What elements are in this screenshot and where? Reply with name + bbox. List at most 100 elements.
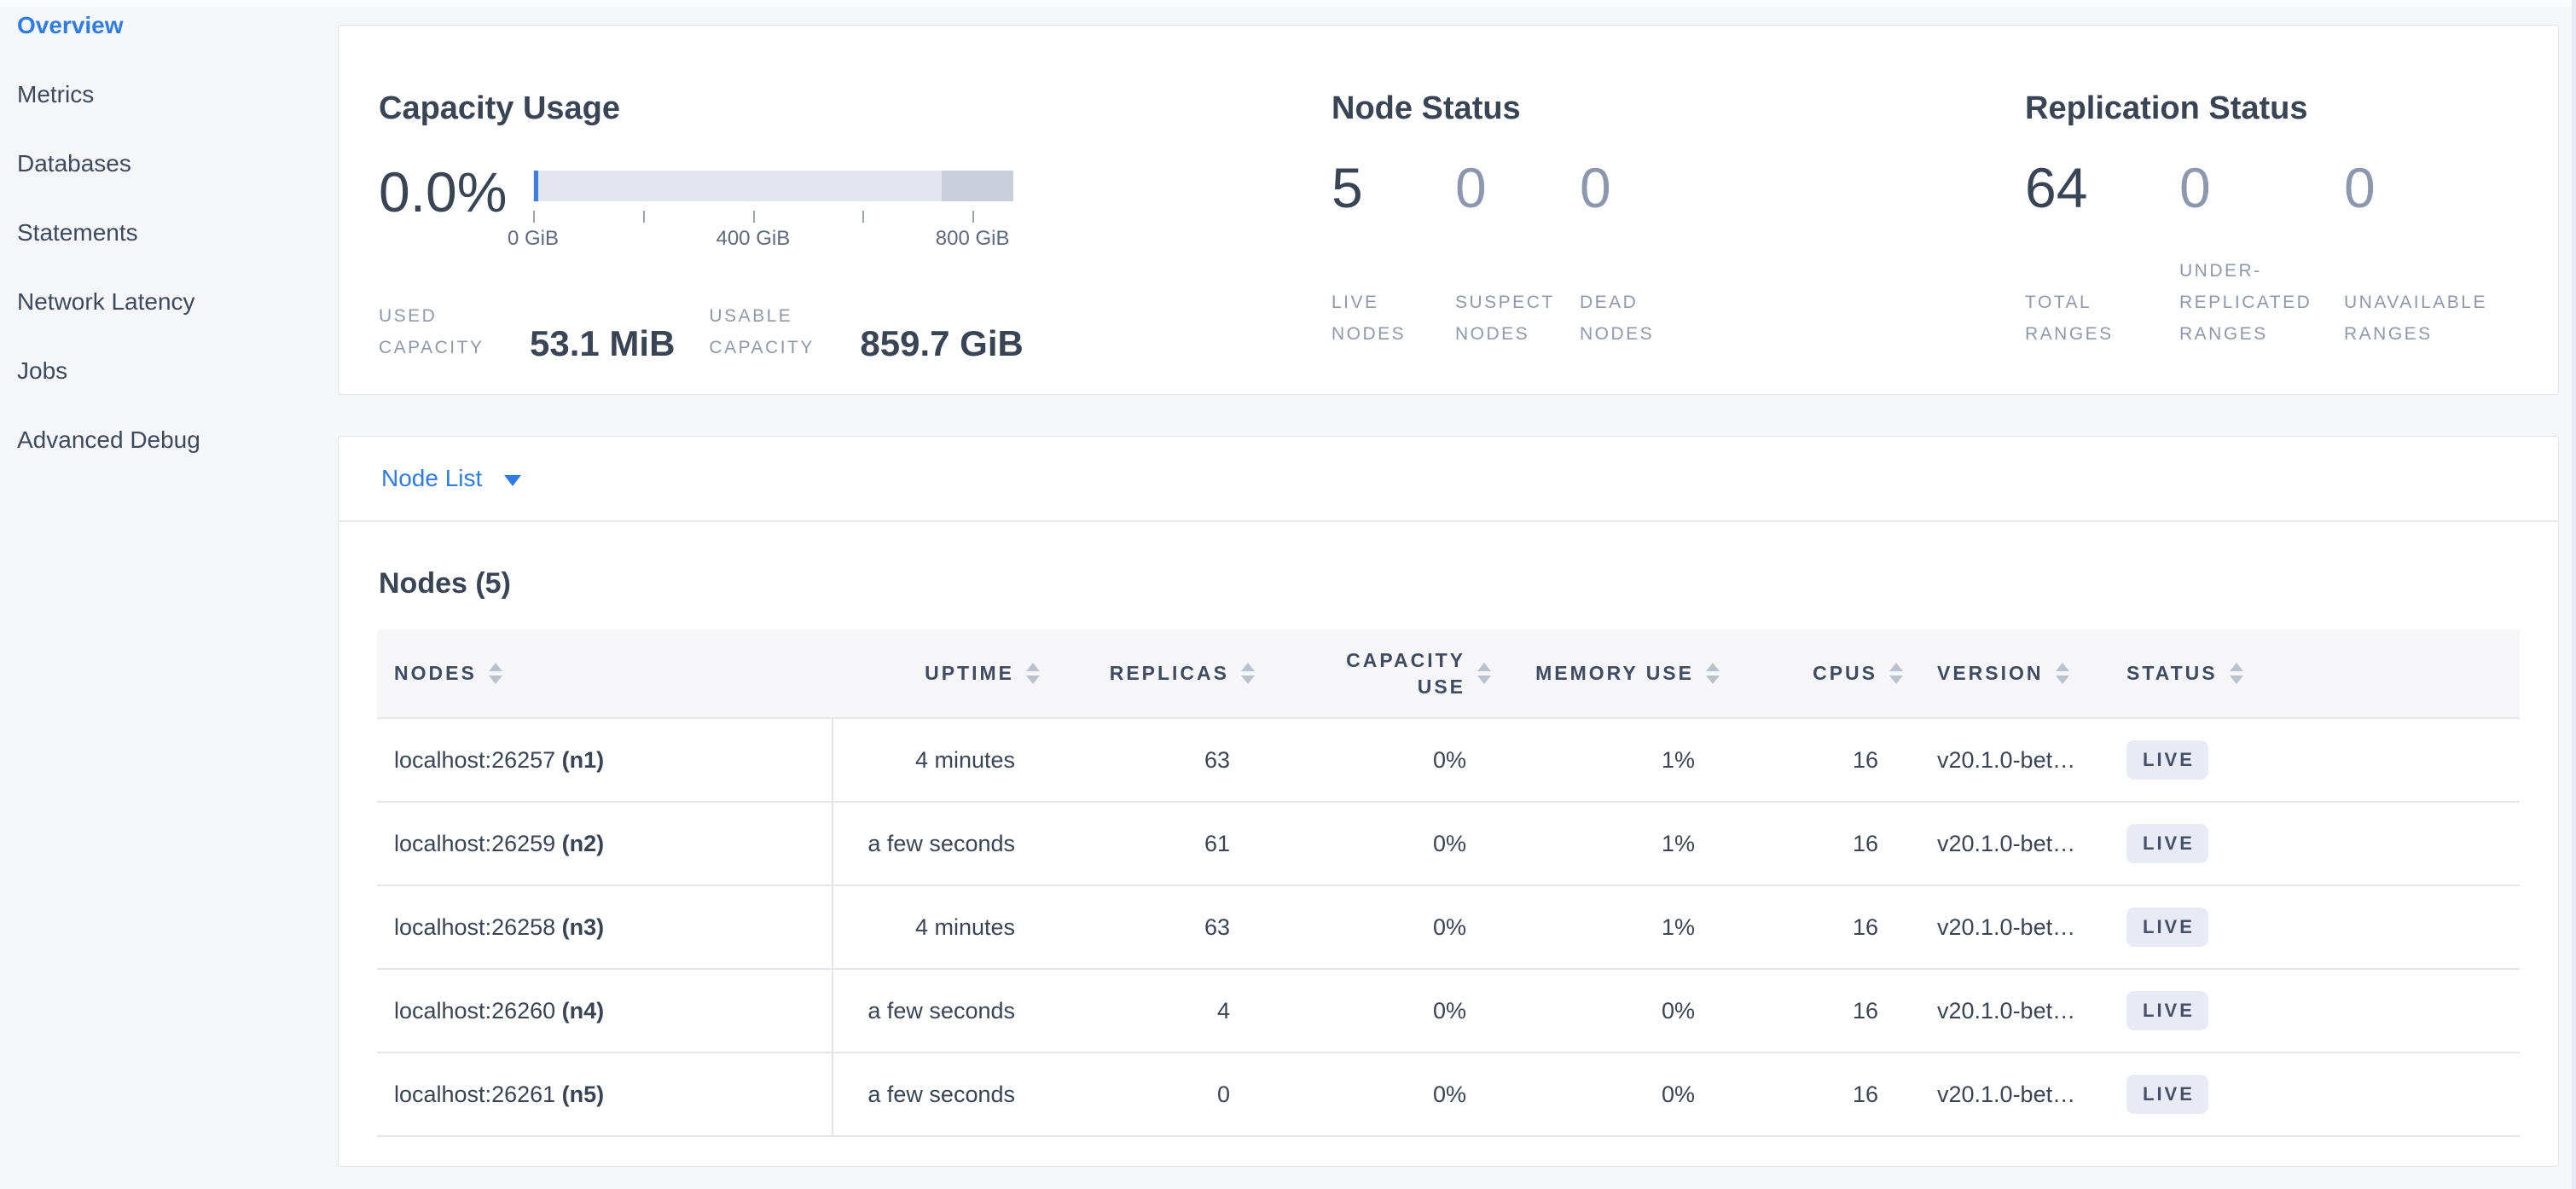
capacity-usage-title: Capacity Usage — [379, 90, 621, 126]
capacity-use-cell: 0% — [1265, 885, 1501, 970]
column-header-version[interactable]: VERSION — [1913, 629, 2109, 719]
uptime-cell: a few seconds — [833, 1053, 1050, 1137]
sort-icon — [2229, 663, 2243, 684]
column-header-memory_use[interactable]: MEMORY USE — [1501, 629, 1730, 719]
column-header-nodes[interactable]: NODES — [377, 629, 833, 719]
node-address: localhost:26260 — [394, 997, 556, 1024]
sidebar-item-databases[interactable]: Databases — [0, 138, 338, 189]
main-content: Capacity Usage 0.0% 0 GiB 400 GiB 800 GiB … — [338, 0, 2576, 1167]
axis-tick-label: 0 GiB — [507, 227, 560, 250]
status-badge: LIVE — [2126, 1075, 2208, 1114]
column-label: MEMORY USE — [1535, 662, 1694, 684]
table-row-node-4: localhost:26260 (n4) a few seconds 4 0% 0% 16… — [377, 969, 2520, 1053]
dropdown-caret-icon — [504, 475, 522, 486]
usable-capacity-label: USABLE CAPACITY — [709, 306, 815, 357]
version-cell: v20.1.0-bet… — [1913, 969, 2109, 1053]
column-label: CPUS — [1813, 662, 1877, 684]
sidebar-item-overview[interactable]: Overview — [0, 0, 338, 51]
sort-icon — [1706, 663, 1720, 684]
axis-tick — [972, 211, 975, 223]
version-cell: v20.1.0-bet… — [1913, 802, 2109, 886]
used-capacity-label: USED CAPACITY — [379, 306, 484, 357]
node-id: (n3) — [561, 914, 605, 940]
stat-label: UNAVAILABLE RANGES — [2344, 293, 2487, 344]
stat-total-ranges: 64 TOTAL RANGES — [2025, 154, 2179, 350]
sidebar-item-jobs[interactable]: Jobs — [0, 345, 338, 397]
node-address-cell[interactable]: localhost:26261 (n5) — [377, 1053, 833, 1137]
cpus-cell: 16 — [1730, 802, 1913, 886]
node-id: (n4) — [561, 997, 605, 1024]
sidebar-item-advanced-debug[interactable]: Advanced Debug — [0, 415, 338, 466]
status-badge: LIVE — [2126, 991, 2208, 1030]
column-header-capacity_use[interactable]: CAPACITY USE — [1265, 629, 1501, 719]
column-header-status[interactable]: STATUS — [2109, 629, 2520, 719]
column-header-uptime[interactable]: UPTIME — [833, 629, 1050, 719]
node-address-cell[interactable]: localhost:26260 (n4) — [377, 969, 833, 1053]
cpus-cell: 16 — [1730, 1053, 1913, 1137]
sidebar-item-network-latency[interactable]: Network Latency — [0, 276, 338, 328]
sidebar-item-label: Advanced Debug — [17, 426, 200, 453]
node-address-cell[interactable]: localhost:26258 (n3) — [377, 885, 833, 970]
node-address-cell[interactable]: localhost:26259 (n2) — [377, 802, 833, 886]
node-list-dropdown[interactable]: Node List — [339, 437, 2558, 522]
stat-under-replicated-ranges: 0 UNDER-REPLICATED RANGES — [2179, 154, 2344, 350]
sort-icon — [1241, 663, 1255, 684]
column-header-cpus[interactable]: CPUS — [1730, 629, 1913, 719]
replicas-cell: 61 — [1050, 802, 1265, 886]
sidebar-item-label: Statements — [17, 219, 138, 246]
sidebar-nav: Overview Metrics Databases Statements Networ… — [0, 0, 338, 1167]
memory-use-cell: 1% — [1501, 718, 1730, 803]
stat-label: SUSPECT NODES — [1455, 293, 1555, 344]
replicas-cell: 0 — [1050, 1053, 1265, 1137]
sidebar-item-label: Metrics — [17, 81, 95, 107]
node-address-cell[interactable]: localhost:26257 (n1) — [377, 718, 833, 803]
stat-suspect-nodes: 0 SUSPECT NODES — [1455, 154, 1580, 350]
sidebar-item-label: Jobs — [17, 357, 68, 384]
capacity-bar-track — [533, 171, 1013, 201]
capacity-percent-value: 0.0% — [379, 160, 508, 223]
sidebar-item-label: Databases — [17, 150, 131, 177]
axis-tick — [642, 211, 645, 223]
nodes-table: NODES UPTIME REPLICAS CAPACITY USE MEMORY US… — [377, 629, 2520, 1137]
capacity-use-cell: 0% — [1265, 802, 1501, 886]
uptime-cell: 4 minutes — [833, 885, 1050, 970]
stat-live-nodes: 5 LIVE NODES — [1332, 154, 1455, 350]
sort-icon — [2055, 663, 2069, 684]
stat-value: 0 — [1455, 156, 1487, 219]
version-cell: v20.1.0-bet… — [1913, 1053, 2109, 1137]
node-address: localhost:26258 — [394, 914, 556, 940]
stat-label: LIVE NODES — [1332, 293, 1407, 344]
memory-use-cell: 0% — [1501, 1053, 1730, 1137]
status-cell: LIVE — [2109, 718, 2520, 803]
node-status-stats: 5 LIVE NODES 0 SUSPECT NODES 0 DEAD NODES — [1332, 154, 2025, 350]
column-label: NODES — [394, 662, 477, 684]
column-header-replicas[interactable]: REPLICAS — [1050, 629, 1265, 719]
node-id: (n2) — [561, 830, 605, 856]
sidebar-item-label: Overview — [17, 12, 124, 38]
used-capacity-value: 53.1 MiB — [530, 323, 676, 363]
sort-icon — [1026, 663, 1040, 684]
capacity-use-cell: 0% — [1265, 1053, 1501, 1137]
sidebar-item-metrics[interactable]: Metrics — [0, 69, 338, 120]
capacity-usage-panel: Capacity Usage 0.0% 0 GiB 400 GiB 800 GiB … — [339, 26, 1332, 394]
stat-label: DEAD NODES — [1580, 293, 1655, 344]
stat-unavailable-ranges: 0 UNAVAILABLE RANGES — [2344, 154, 2527, 350]
cpus-cell: 16 — [1730, 718, 1913, 803]
replication-status-stats: 64 TOTAL RANGES 0 UNDER-REPLICATED RANGES 0 U… — [2025, 154, 2558, 350]
version-cell: v20.1.0-bet… — [1913, 718, 2109, 803]
sort-icon — [1477, 663, 1491, 684]
axis-tick — [862, 211, 865, 223]
sidebar-item-statements[interactable]: Statements — [0, 207, 338, 258]
stat-label: TOTAL RANGES — [2025, 293, 2114, 344]
replicas-cell: 63 — [1050, 718, 1265, 803]
node-status-panel: Node Status 5 LIVE NODES 0 SUSPECT NODES 0 DE… — [1332, 26, 2025, 394]
capacity-stats: USED CAPACITY 53.1 MiB USABLE CAPACITY 8… — [379, 300, 1332, 363]
replicas-cell: 63 — [1050, 885, 1265, 970]
scrollbar-track[interactable] — [2572, 0, 2576, 1189]
axis-tick — [752, 211, 755, 223]
column-label: CAPACITY USE — [1346, 648, 1465, 698]
capacity-bar-reserved-segment — [942, 171, 1013, 201]
table-row-node-5: localhost:26261 (n5) a few seconds 0 0% 0% 16… — [377, 1053, 2520, 1137]
replicas-cell: 4 — [1050, 969, 1265, 1053]
stat-value: 0 — [1580, 156, 1611, 219]
